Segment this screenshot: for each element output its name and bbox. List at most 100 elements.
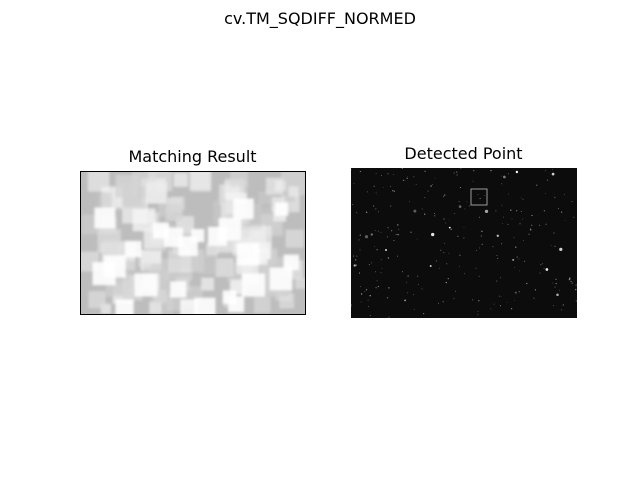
star-dot [475, 250, 477, 251]
star-dot [477, 314, 479, 316]
star-dot [457, 235, 459, 237]
star-dot [575, 284, 577, 286]
star-dot [382, 187, 384, 188]
star-dot [375, 172, 377, 174]
star-dot [514, 299, 515, 301]
star-dot [501, 204, 503, 206]
result-bright-patch [241, 273, 265, 297]
star-dot [557, 208, 560, 210]
star-dot [431, 184, 433, 186]
star-dot [392, 174, 394, 175]
star-dot [370, 233, 373, 236]
star-dot [391, 230, 393, 232]
star-dot [526, 282, 528, 285]
star-dot [510, 209, 512, 211]
result-patch [265, 177, 283, 195]
star-dot [478, 216, 480, 218]
star-dot [417, 284, 419, 285]
star-dot [443, 252, 445, 254]
result-bright-patch [194, 297, 216, 314]
star-dot [490, 308, 492, 310]
star-dot [552, 282, 554, 284]
star-dot [560, 309, 562, 311]
star-dot [393, 190, 396, 192]
star-dot [398, 228, 400, 230]
result-bright-patch [236, 242, 260, 266]
star-dot [358, 272, 361, 274]
star-dot [443, 242, 445, 244]
result-bright-patch [274, 202, 289, 216]
result-patch [180, 299, 198, 314]
star-dot [507, 193, 510, 195]
star-dot [481, 243, 483, 245]
star-dot [388, 287, 390, 289]
matching-result-image [80, 171, 306, 315]
star-dot [556, 293, 559, 297]
star-dot [539, 272, 541, 274]
star-dot [423, 313, 425, 315]
result-patch [88, 291, 106, 309]
star-dot [424, 170, 426, 172]
star-dot [387, 257, 390, 259]
star-dot [366, 191, 369, 193]
star-dot [381, 268, 383, 269]
star-dot [458, 205, 462, 208]
result-bright-patch [222, 290, 237, 304]
star-dot [359, 170, 362, 173]
star-dot [390, 185, 391, 187]
star-dot [477, 310, 479, 312]
star-dot [358, 239, 360, 241]
star-dot [393, 240, 395, 242]
star-dot [541, 263, 544, 265]
result-patch [115, 174, 139, 198]
result-patch [201, 277, 214, 291]
star-dot [459, 254, 461, 256]
star-dot [355, 211, 358, 214]
star-dot [568, 278, 571, 281]
star-dot [533, 297, 535, 299]
star-dot [359, 249, 361, 251]
star-dot [404, 299, 407, 302]
star-dot [550, 245, 552, 247]
result-bright-patch [115, 299, 134, 314]
result-patch [295, 278, 305, 289]
star-dot [571, 282, 573, 284]
star-dot [575, 289, 577, 291]
star-dot [413, 309, 415, 310]
star-dot [406, 176, 408, 178]
star-dot [478, 275, 480, 277]
star-dot [410, 231, 412, 233]
result-bright-patch [125, 240, 142, 258]
star-dot [376, 194, 378, 196]
star-dot [395, 234, 397, 236]
star-dot [518, 258, 520, 260]
star-dot [360, 301, 362, 303]
result-patch [206, 244, 218, 257]
star-dot [466, 201, 468, 203]
star-dot [433, 212, 435, 215]
star-dot [506, 302, 508, 303]
star-dot [384, 248, 388, 252]
matching-result-title: Matching Result [128, 147, 257, 166]
star-dot [369, 315, 371, 317]
figure-suptitle: cv.TM_SQDIFF_NORMED [224, 9, 416, 28]
star-dot [519, 223, 521, 225]
star-dot [367, 299, 369, 301]
star-dot [380, 231, 382, 233]
star-dot [367, 306, 369, 308]
star-dot [431, 232, 435, 237]
star-dot [397, 255, 399, 257]
star-dot [575, 300, 577, 302]
star-dot [368, 264, 370, 266]
star-dot [460, 168, 462, 169]
star-dot [564, 220, 566, 221]
star-dot [511, 218, 513, 220]
result-patch [285, 229, 304, 248]
star-dot [448, 253, 450, 254]
star-dot [442, 301, 444, 303]
result-patch [97, 192, 112, 208]
star-dot [554, 196, 556, 199]
star-dot [387, 227, 389, 229]
star-dot [401, 271, 404, 273]
star-dot [440, 249, 442, 251]
